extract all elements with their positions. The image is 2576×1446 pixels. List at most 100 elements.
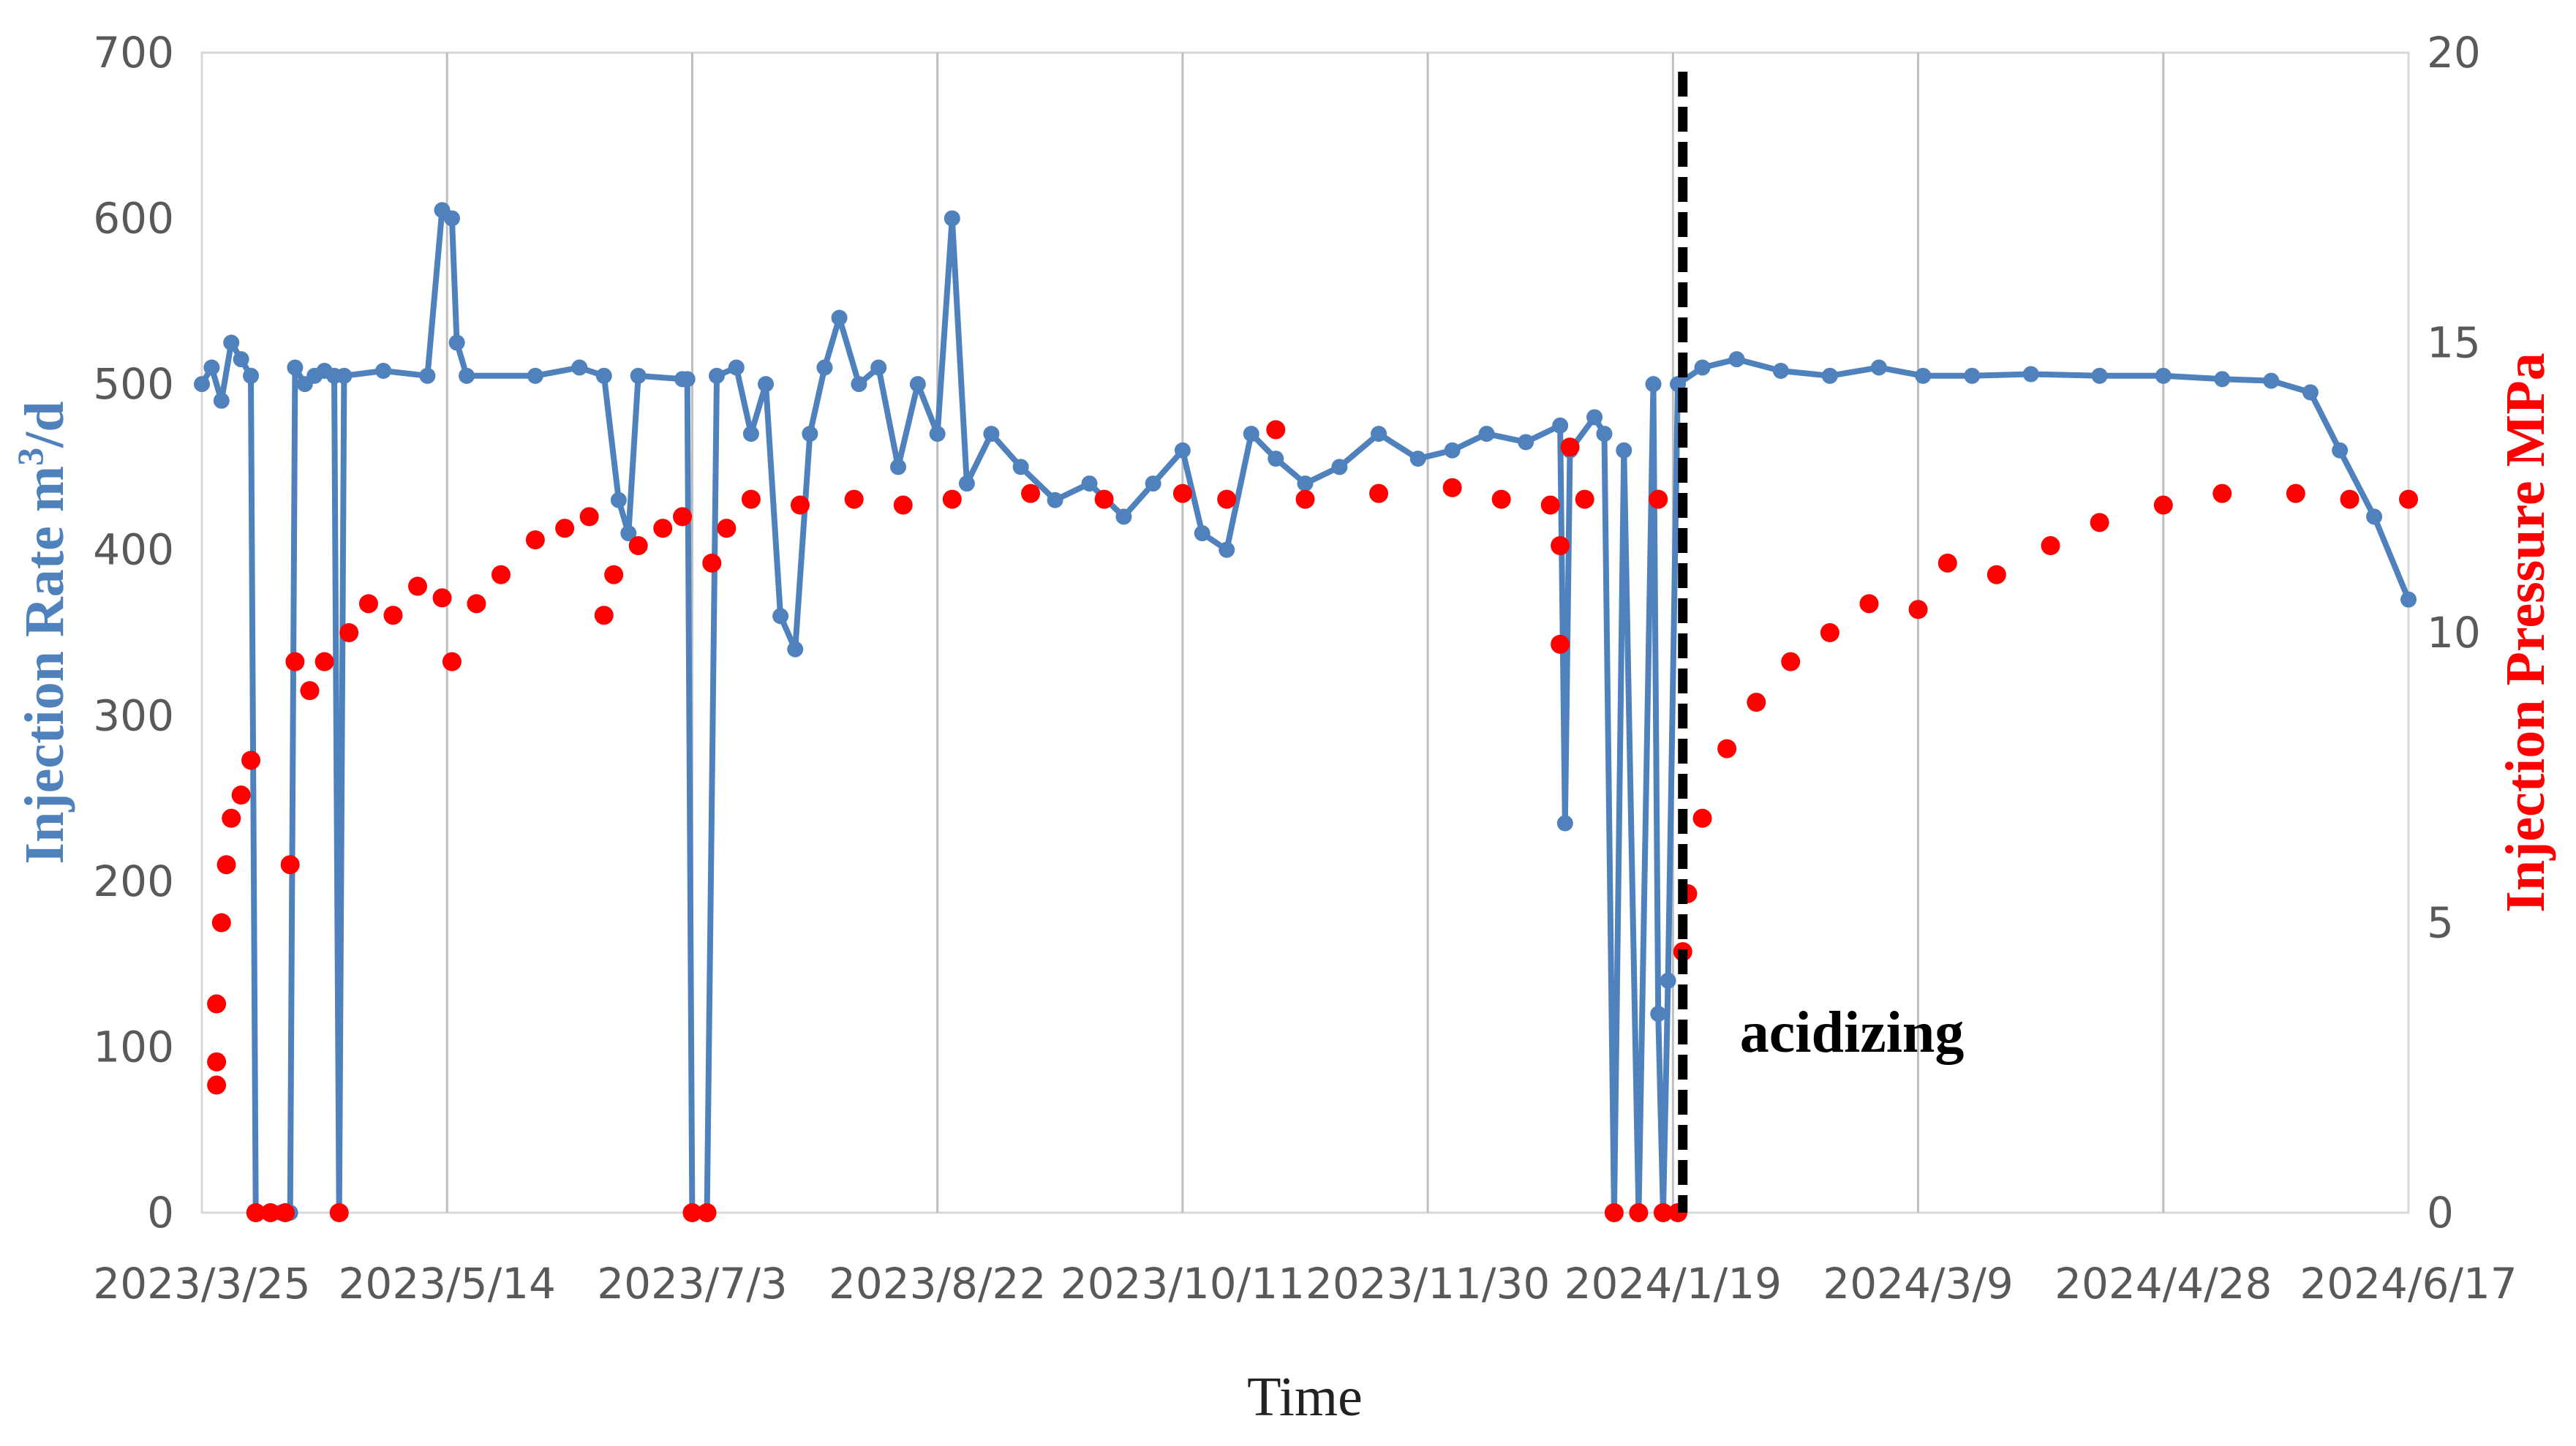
rate-point [419, 367, 436, 384]
rate-point [243, 367, 260, 384]
pressure-point [280, 855, 300, 875]
y-axis-title-sup: 3 [10, 448, 50, 466]
y-tick-label: 500 [93, 359, 174, 409]
rate-point [443, 210, 460, 227]
pressure-point [1575, 489, 1594, 509]
rate-point [1964, 367, 1981, 384]
pressure-point [216, 855, 236, 875]
rate-point [610, 492, 627, 508]
rate-point [1821, 367, 1838, 384]
rate-point [2155, 367, 2172, 384]
x-tick-label: 2023/5/14 [339, 1259, 556, 1308]
pressure-point [1094, 489, 1114, 509]
pressure-point [1859, 594, 1879, 614]
y-tick-label: 200 [93, 856, 174, 906]
pressure-point [358, 594, 378, 614]
rate-point [1552, 417, 1569, 434]
rate-point [1518, 434, 1534, 451]
rate-point [1115, 508, 1132, 525]
x-tick-label: 2023/10/11 [1061, 1259, 1305, 1308]
pressure-point [525, 530, 545, 550]
y-tick-label: 700 [93, 28, 174, 78]
rate-point [2263, 372, 2280, 389]
pressure-point [207, 1075, 227, 1095]
rate-point [1243, 426, 1259, 443]
rate-point [816, 359, 833, 376]
rate-point [1297, 475, 1314, 492]
pressure-point [682, 1203, 702, 1222]
rate-point [194, 376, 210, 393]
rate-point [527, 367, 543, 384]
pressure-point [579, 507, 599, 527]
pressure-point [2041, 536, 2060, 556]
pressure-point [1937, 553, 1957, 573]
pressure-point [2212, 483, 2232, 503]
pressure-point [1820, 623, 1839, 642]
acidizing-label: acidizing [1740, 1001, 1965, 1065]
pressure-point [844, 489, 864, 509]
rate-point [571, 359, 588, 376]
pressure-point [260, 1203, 280, 1222]
y-tick-label: 300 [93, 690, 174, 740]
y-tick-label: 600 [93, 194, 174, 244]
pressure-point [2340, 489, 2360, 509]
pressure-point [717, 519, 737, 538]
pressure-point [339, 623, 359, 642]
rate-point [1660, 972, 1676, 989]
pressure-point [653, 519, 673, 538]
y-tick-label: 400 [93, 525, 174, 575]
x-tick-label: 2023/3/25 [93, 1259, 310, 1308]
pressure-point [790, 495, 810, 515]
pressure-point [1551, 536, 1570, 556]
pressure-point [231, 786, 251, 805]
pressure-point [300, 681, 320, 701]
pressure-point [1781, 652, 1801, 671]
pressure-point [1649, 489, 1668, 509]
pressure-point [1172, 483, 1192, 503]
pressure-point [1217, 489, 1237, 509]
y2-tick-label: 0 [2427, 1188, 2454, 1238]
rate-point [1047, 492, 1063, 508]
rate-point [2366, 508, 2383, 525]
rate-point [1081, 475, 1098, 492]
rate-point [1444, 442, 1461, 459]
pressure-point [442, 652, 462, 671]
rate-point [1772, 363, 1789, 380]
x-tick-labels: 2023/3/25 2023/5/14 2023/7/3 2023/8/22 2023/… [93, 1259, 2517, 1308]
pressure-point [1540, 495, 1560, 515]
y2-tick-label: 20 [2427, 28, 2481, 78]
pressure-point [1369, 483, 1389, 503]
pressure-point [1560, 437, 1580, 457]
pressure-point [207, 1052, 227, 1072]
rate-point [909, 376, 926, 393]
rate-point [1012, 459, 1029, 475]
rate-point [620, 525, 637, 542]
plot-area [200, 51, 2410, 1214]
pressure-point [275, 1203, 295, 1222]
rate-point [223, 334, 240, 351]
y-axis-title-suffix: /d [14, 402, 75, 448]
rate-point [595, 367, 612, 384]
y2-tick-label: 5 [2427, 898, 2454, 948]
x-tick-label: 2024/6/17 [2300, 1259, 2517, 1308]
rate-point [958, 475, 975, 492]
rate-point [459, 367, 475, 384]
rate-point [1409, 451, 1426, 467]
rate-point [831, 309, 848, 326]
rate-point [1616, 442, 1632, 459]
pressure-point [467, 594, 486, 614]
rate-point [708, 367, 725, 384]
pressure-point [741, 489, 761, 509]
pressure-point [2399, 489, 2418, 509]
pressure-point [1692, 808, 1712, 828]
rate-point [375, 363, 392, 380]
pressure-point [673, 507, 693, 527]
rate-point [728, 359, 745, 376]
x-tick-label: 2023/11/30 [1306, 1259, 1550, 1308]
pressure-point [246, 1203, 265, 1222]
rate-point [1645, 376, 1662, 393]
pressure-point [285, 652, 305, 671]
rate-point [1268, 451, 1284, 467]
pressure-point [697, 1203, 717, 1222]
